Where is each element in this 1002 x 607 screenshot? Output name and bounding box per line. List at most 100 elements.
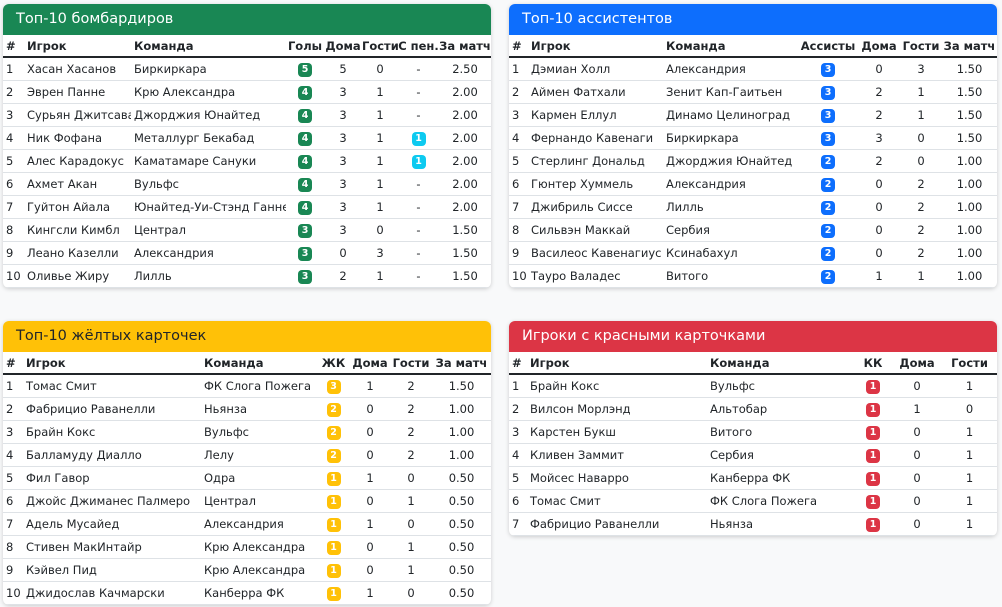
cell: 2.00 — [439, 172, 491, 196]
cell: 1 — [854, 397, 892, 421]
cell: 9 — [3, 558, 23, 582]
cell: 1 — [317, 558, 350, 582]
cell: Джорджия Юнайтед — [663, 149, 798, 173]
cell: 3 — [900, 57, 942, 81]
cell: 8 — [509, 218, 528, 242]
header-row: # Игрок Команда Голы Дома Гости С пен. За матч — [3, 35, 491, 58]
card-title: Топ-10 бомбардиров — [3, 4, 491, 35]
column-header: За матч — [942, 35, 997, 58]
cell: Фабрицио Раванелли — [527, 512, 707, 536]
cell: 1 — [854, 443, 892, 467]
cell: Хасан Хасанов — [24, 57, 131, 81]
table-row: 9 Кэйвел Пид Крю Александра 1 0 1 0.50 — [3, 558, 491, 582]
cell: 2 — [3, 397, 23, 421]
cell: Гюнтер Хуммель — [528, 172, 663, 196]
cell: 3 — [324, 149, 362, 173]
cell: Зенит Кап-Гаитьен — [663, 80, 798, 104]
badge: 5 — [298, 63, 312, 77]
cell: Биркиркара — [663, 126, 798, 150]
table-row: 5 Мойсес Наварро Канберра ФК 1 0 1 — [509, 466, 997, 490]
cell: 2 — [798, 264, 858, 288]
cell: 1 — [350, 466, 390, 490]
cell: 0 — [942, 397, 997, 421]
cell: 2 — [798, 149, 858, 173]
cell: Джойс Джиманес Палмеро — [23, 489, 201, 513]
badge: 3 — [298, 224, 312, 238]
cell: 0 — [390, 512, 432, 536]
cell: 1 — [390, 535, 432, 559]
badge: 1 — [326, 472, 341, 486]
cell: 3 — [286, 264, 324, 288]
cell: Вульфс — [707, 374, 854, 398]
cell: 1 — [362, 126, 398, 150]
cell: 1 — [3, 374, 23, 398]
cell: 3 — [324, 195, 362, 219]
cell: 0 — [858, 241, 900, 265]
column-header: # — [3, 352, 23, 375]
cell: 10 — [3, 581, 23, 605]
column-header: С пен. — [398, 35, 439, 58]
cell: Металлург Бекабад — [131, 126, 286, 150]
table-row: 5 Алес Карадокус Каматамаре Сануки 4 3 1 1 2.00 — [3, 149, 491, 173]
column-header: За матч — [432, 352, 491, 375]
cell: Ньянза — [707, 512, 854, 536]
badge: 2 — [821, 270, 835, 284]
cell: 1 — [390, 558, 432, 582]
table-row: 4 Балламуду Диалло Лелу 2 0 2 1.00 — [3, 443, 491, 467]
column-header: Дома — [350, 352, 390, 375]
column-header: Команда — [707, 352, 854, 375]
cell: 3 — [286, 241, 324, 265]
cell: 0 — [858, 172, 900, 196]
cell: Сильвэн Маккай — [528, 218, 663, 242]
cell: 1 — [509, 374, 527, 398]
badge: 1 — [866, 449, 880, 463]
table-row: 3 Кармен Еллул Динамо Целиноград 3 2 1 1.50 — [509, 103, 997, 127]
column-header: Голы — [286, 35, 324, 58]
cell: 4 — [3, 126, 24, 150]
badge: 3 — [821, 86, 835, 100]
cell: Джорджия Юнайтед — [131, 103, 286, 127]
cell: 5 — [286, 57, 324, 81]
cell: Александрия — [201, 512, 317, 536]
column-header: КК — [854, 352, 892, 375]
cell: 1 — [854, 466, 892, 490]
cell: 0 — [350, 420, 390, 444]
column-header: Гости — [900, 35, 942, 58]
cell: 2 — [798, 241, 858, 265]
cell: Ахмет Акан — [24, 172, 131, 196]
cell: Вульфс — [131, 172, 286, 196]
cell: 2 — [390, 420, 432, 444]
cell: 1 — [942, 512, 997, 536]
cell: 2.00 — [439, 103, 491, 127]
cell: 0.50 — [432, 581, 491, 605]
column-header: # — [509, 352, 527, 375]
cell: 2.00 — [439, 149, 491, 173]
card-title: Топ-10 ассистентов — [509, 4, 997, 35]
table-row: 1 Брайн Кокс Вульфс 1 0 1 — [509, 374, 997, 398]
table-row: 9 Леано Казелли Александрия 3 0 3-1.50 — [3, 241, 491, 265]
cell: Централ — [201, 489, 317, 513]
cell: 4 — [509, 126, 528, 150]
table-row: 5 Фил Гавор Одра 1 1 0 0.50 — [3, 466, 491, 490]
stats-table: # Игрок Команда Голы Дома Гости С пен. За матч 1… — [3, 35, 491, 288]
cell: 1 — [900, 264, 942, 288]
cell: - — [398, 241, 439, 265]
column-header: Игрок — [23, 352, 201, 375]
cell: 5 — [509, 149, 528, 173]
cell: Стивен МакИнтайр — [23, 535, 201, 559]
column-header: Гости — [942, 352, 997, 375]
cell: 1 — [350, 512, 390, 536]
cell: 1 — [317, 535, 350, 559]
cell: 3 — [858, 126, 900, 150]
badge: 1 — [866, 518, 880, 532]
header-row: # Игрок Команда КК Дома Гости — [509, 352, 997, 375]
cell: 0.50 — [432, 558, 491, 582]
cell: 10 — [3, 264, 24, 288]
column-header: ЖК — [317, 352, 350, 375]
column-header: Команда — [663, 35, 798, 58]
cell: 1 — [350, 374, 390, 398]
cell: 0 — [350, 535, 390, 559]
column-header: Ассисты — [798, 35, 858, 58]
cell: 0 — [858, 57, 900, 81]
